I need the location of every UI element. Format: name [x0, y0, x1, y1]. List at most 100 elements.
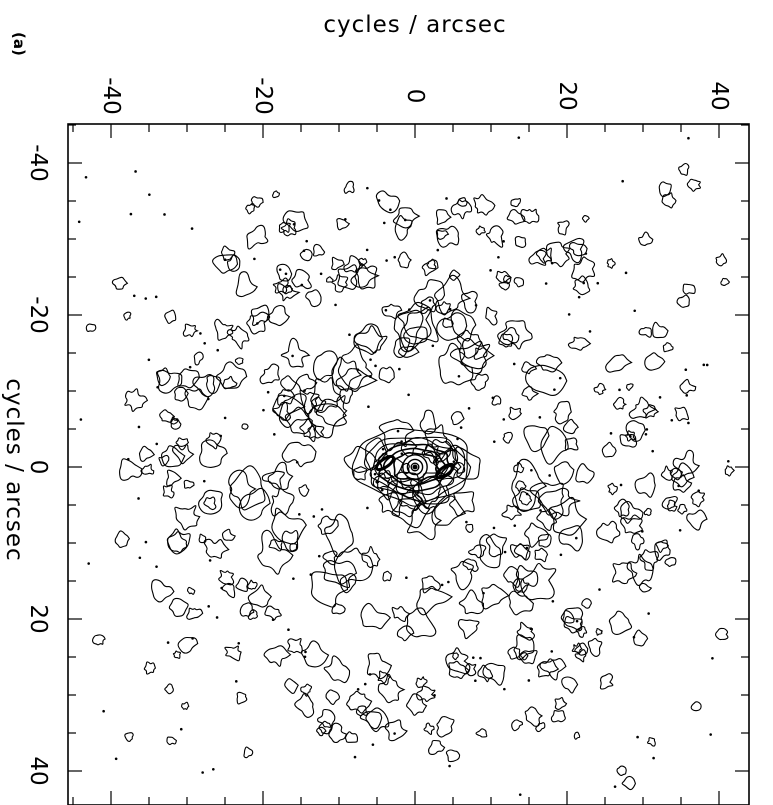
- contour-dot: [497, 255, 500, 259]
- ring-blob: [343, 445, 379, 473]
- contour-dot: [190, 227, 194, 230]
- center-ring: [402, 454, 428, 480]
- ring-blob: [669, 467, 684, 481]
- ring-blob: [525, 364, 568, 397]
- noise-blob: [174, 386, 189, 402]
- contour-dot: [538, 416, 542, 419]
- contour-dot: [711, 657, 714, 660]
- ring-blob: [257, 529, 294, 575]
- contour-dot: [618, 388, 621, 392]
- ring-blob: [545, 241, 570, 268]
- contour-dot: [84, 175, 88, 179]
- contour-dot: [138, 556, 142, 560]
- contour-dot: [440, 583, 444, 587]
- ring-blob: [562, 610, 575, 624]
- ring-blob: [567, 336, 592, 351]
- contour-dot: [687, 136, 690, 140]
- x-tick-label: -40: [98, 77, 124, 115]
- ring-blob: [280, 218, 297, 237]
- ring-blob: [166, 469, 183, 487]
- ring-blob: [246, 224, 269, 250]
- ring-blob: [406, 693, 428, 716]
- ring-blob: [396, 625, 415, 642]
- ring-blob: [151, 579, 175, 603]
- ring-blob: [514, 235, 527, 248]
- contour-dot: [348, 333, 351, 337]
- ring-blob: [513, 543, 531, 561]
- noise-blob: [562, 418, 579, 435]
- ring-blob: [596, 520, 621, 544]
- contour-dot: [278, 268, 282, 271]
- ring-blob: [394, 215, 413, 241]
- ring-blob: [162, 484, 175, 499]
- noise-blob: [715, 627, 729, 641]
- ring-blob: [529, 482, 565, 520]
- ring-blob: [177, 368, 200, 389]
- contour-dot: [702, 363, 706, 367]
- contour-dot: [155, 565, 158, 568]
- contour-dot: [709, 733, 712, 736]
- ring-blob: [450, 309, 477, 342]
- ring-blob: [661, 495, 678, 510]
- contour-dot: [132, 294, 136, 298]
- ring-blob: [553, 461, 575, 485]
- ring-blob: [677, 503, 688, 515]
- ring-blob: [485, 533, 508, 558]
- noise-blob: [326, 276, 334, 283]
- ring-blob: [259, 363, 280, 385]
- contour-dot: [447, 580, 450, 584]
- ring-blob: [317, 708, 336, 728]
- contour-dot: [298, 513, 301, 516]
- ring-blob: [562, 237, 585, 264]
- ring-blob: [568, 242, 588, 257]
- ring-blob: [322, 560, 358, 589]
- contour-dot: [353, 755, 357, 759]
- ring-blob: [199, 439, 228, 468]
- contour-dot: [658, 396, 662, 399]
- ring-blob: [272, 401, 291, 422]
- contour-dot: [517, 136, 521, 139]
- ring-blob: [548, 496, 588, 536]
- ring-blob: [462, 558, 479, 573]
- x-tick-label: 40: [706, 81, 732, 110]
- ring-blob: [550, 709, 566, 723]
- noise-blob: [92, 634, 106, 646]
- y-tick-label: 20: [25, 604, 51, 633]
- contour-dot: [613, 785, 617, 788]
- ring-blob: [175, 437, 190, 451]
- noise-blob: [616, 765, 627, 776]
- ring-blob: [536, 658, 560, 678]
- contour-dot: [598, 588, 601, 591]
- ring-blob: [620, 514, 643, 534]
- contour-dot: [459, 426, 463, 429]
- noise-blob: [166, 736, 178, 746]
- noise-blob: [534, 547, 549, 563]
- ring-blob: [323, 655, 351, 684]
- contour-dot: [431, 344, 435, 348]
- ring-blob: [272, 277, 289, 294]
- noise-blob: [690, 701, 702, 712]
- contour-dot: [428, 299, 432, 302]
- core-contour: [382, 447, 449, 487]
- contour-dot: [633, 309, 637, 313]
- noise-blob: [382, 570, 392, 582]
- noise-blob: [172, 650, 182, 659]
- contour-dot: [320, 508, 324, 511]
- ring-blob: [291, 268, 312, 290]
- ring-blob: [468, 544, 487, 559]
- contour-dot: [489, 269, 492, 272]
- noise-blob: [715, 253, 728, 267]
- noise-blob: [595, 627, 603, 636]
- ring-blob: [308, 403, 347, 439]
- x-tick-label: -20: [250, 77, 276, 115]
- contour-dot: [525, 546, 529, 550]
- ring-blob: [378, 492, 403, 517]
- ring-blob: [503, 566, 521, 588]
- ring-blob: [436, 312, 468, 341]
- ring-blob: [333, 547, 374, 585]
- ring-blob: [475, 728, 488, 738]
- contour-dot: [367, 405, 370, 408]
- ring-blob: [479, 534, 502, 569]
- ring-blob: [167, 528, 188, 554]
- noise-blob: [272, 190, 280, 199]
